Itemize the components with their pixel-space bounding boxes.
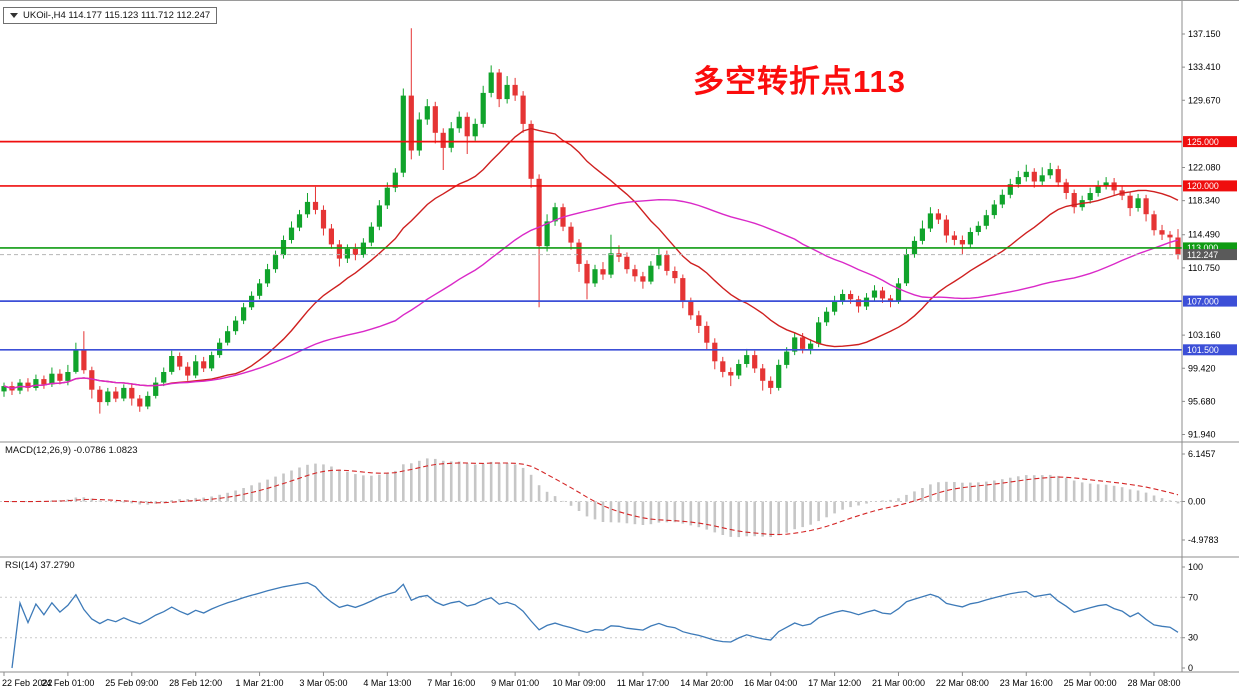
time-axis-label: 16 Mar 04:00 bbox=[744, 678, 797, 688]
price-axis-label: 99.420 bbox=[1188, 363, 1216, 373]
price-axis-label: 103.160 bbox=[1188, 330, 1221, 340]
main-chart-area[interactable] bbox=[0, 1, 1182, 442]
time-axis-label: 23 Mar 16:00 bbox=[1000, 678, 1053, 688]
time-axis-label: 24 Feb 01:00 bbox=[41, 678, 94, 688]
ma-fast-line bbox=[3, 127, 1179, 390]
price-level-badge-label: 120.000 bbox=[1187, 181, 1219, 191]
rsi-indicator-label: RSI(14) 37.2790 bbox=[5, 560, 75, 571]
price-level-badge-label: 101.500 bbox=[1187, 345, 1219, 355]
candles bbox=[1, 28, 1181, 414]
time-axis-label: 25 Feb 09:00 bbox=[105, 678, 158, 688]
price-axis-label: 114.490 bbox=[1188, 230, 1220, 240]
time-axis-label: 25 Mar 00:00 bbox=[1064, 678, 1117, 688]
time-scale[interactable] bbox=[0, 672, 1239, 697]
price-axis-label: 129.670 bbox=[1188, 95, 1221, 105]
price-level-badge-label: 125.000 bbox=[1187, 137, 1219, 147]
rsi-line bbox=[11, 582, 1179, 669]
macd-histogram bbox=[10, 458, 1180, 538]
price-axis-label: 91.940 bbox=[1188, 430, 1216, 440]
macd-axis-label: -4.9783 bbox=[1188, 535, 1219, 545]
rsi-axis-label: 0 bbox=[1188, 663, 1193, 673]
rsi-axis-label: 70 bbox=[1188, 592, 1198, 602]
price-level-badge-label: 107.000 bbox=[1187, 296, 1219, 306]
time-axis-label: 17 Mar 12:00 bbox=[808, 678, 861, 688]
time-axis-label: 14 Mar 20:00 bbox=[680, 678, 733, 688]
time-axis-label: 7 Mar 16:00 bbox=[427, 678, 475, 688]
time-axis-label: 1 Mar 21:00 bbox=[236, 678, 284, 688]
ma-slow-line bbox=[3, 198, 1179, 390]
symbol-ohlc-label: UKOil-,H4 114.177 115.123 111.712 112.24… bbox=[23, 10, 211, 21]
time-axis-label: 22 Mar 08:00 bbox=[936, 678, 989, 688]
time-axis-label: 28 Feb 12:00 bbox=[169, 678, 222, 688]
time-axis-label: 11 Mar 17:00 bbox=[617, 678, 669, 688]
time-axis-label: 4 Mar 13:00 bbox=[363, 678, 411, 688]
rsi-panel-area[interactable] bbox=[0, 557, 1182, 672]
price-level-badge-label: 113.000 bbox=[1187, 243, 1218, 253]
price-level-badge bbox=[1183, 242, 1237, 254]
rsi-axis-label: 100 bbox=[1188, 562, 1203, 572]
bid-price-badge-label: 112.247 bbox=[1187, 250, 1218, 260]
time-axis-label: 10 Mar 09:00 bbox=[552, 678, 605, 688]
price-axis-label: 122.080 bbox=[1188, 163, 1221, 173]
time-axis-label: 3 Mar 05:00 bbox=[299, 678, 347, 688]
macd-panel-area[interactable] bbox=[0, 442, 1182, 557]
time-axis-label: 9 Mar 01:00 bbox=[491, 678, 539, 688]
price-level-badge bbox=[1183, 344, 1237, 356]
annotation-text: 多空转折点113 bbox=[693, 64, 907, 99]
macd-signal-line bbox=[3, 462, 1179, 536]
price-level-badge bbox=[1183, 180, 1237, 192]
price-axis-label: 133.410 bbox=[1188, 62, 1221, 72]
price-axis-label: 118.340 bbox=[1188, 196, 1220, 206]
chevron-down-icon[interactable] bbox=[10, 13, 18, 18]
macd-axis-label: 0.00 bbox=[1188, 497, 1206, 507]
time-axis-label: 21 Mar 00:00 bbox=[872, 678, 925, 688]
price-scale[interactable] bbox=[1182, 1, 1239, 672]
rsi-axis-label: 30 bbox=[1188, 633, 1198, 643]
price-axis-label: 95.680 bbox=[1188, 396, 1216, 406]
time-axis-label: 28 Mar 08:00 bbox=[1128, 678, 1181, 688]
symbol-title-box[interactable]: UKOil-,H4 114.177 115.123 111.712 112.24… bbox=[3, 7, 218, 24]
price-level-badge bbox=[1183, 295, 1237, 307]
price-scale-bg bbox=[1182, 1, 1239, 672]
bid-price-badge bbox=[1183, 249, 1237, 261]
time-axis-label: 22 Feb 2022 bbox=[2, 678, 53, 688]
price-axis-label: 137.150 bbox=[1188, 29, 1221, 39]
price-level-badge bbox=[1183, 136, 1237, 148]
price-axis-label: 110.750 bbox=[1188, 263, 1220, 273]
macd-axis-label: 6.1457 bbox=[1188, 449, 1216, 459]
macd-indicator-label: MACD(12,26,9) -0.0786 1.0823 bbox=[5, 445, 138, 456]
